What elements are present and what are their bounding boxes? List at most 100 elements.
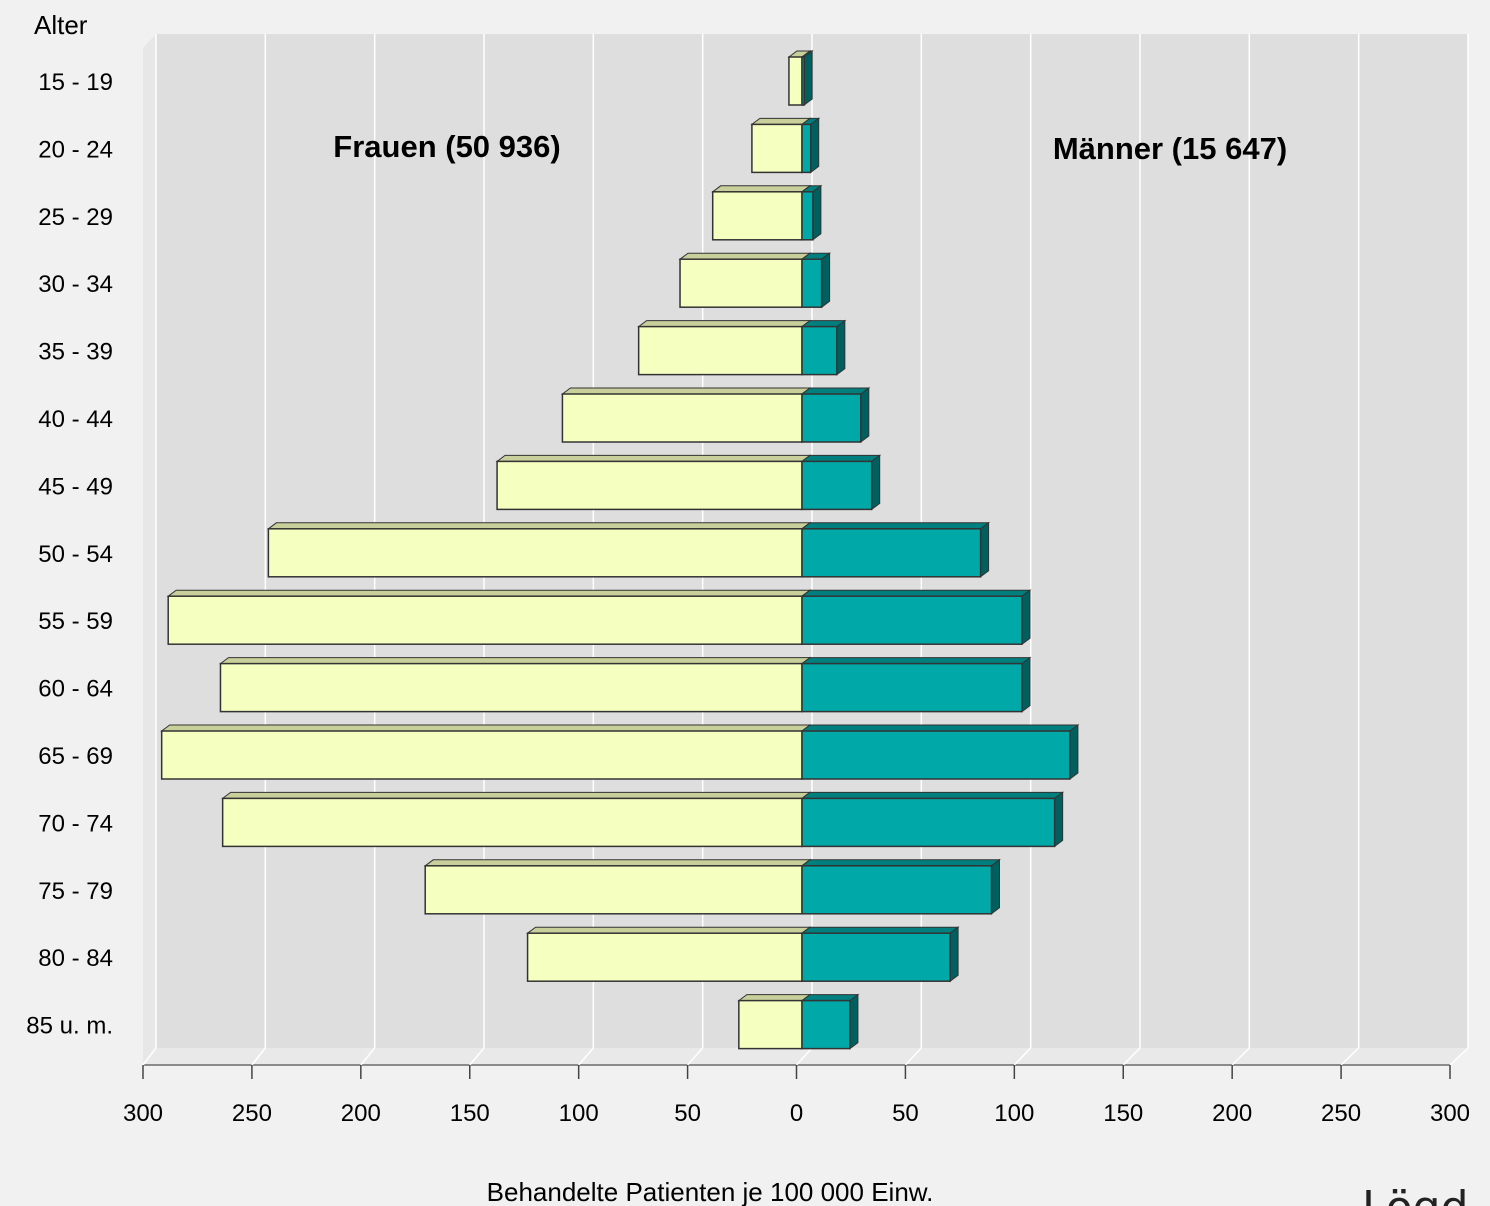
- bar-maenner: [800, 724, 1080, 780]
- bar-side: [871, 454, 881, 511]
- bar-frauen: [423, 858, 812, 915]
- bar-side: [836, 319, 846, 376]
- y-tick-label: 30 - 34: [38, 271, 113, 298]
- bar-top: [423, 859, 812, 867]
- bar-side: [812, 184, 822, 241]
- bar-top: [750, 117, 812, 125]
- bar-side: [849, 993, 859, 1050]
- bar-front: [160, 730, 803, 780]
- bar-maenner: [800, 454, 882, 511]
- bar-side: [860, 387, 870, 443]
- bar-front: [221, 797, 803, 848]
- bar-front: [801, 595, 1023, 645]
- bar-front: [801, 123, 812, 174]
- bar-top: [800, 926, 960, 934]
- bar-top: [218, 657, 812, 665]
- x-tick-label: 150: [1103, 1100, 1143, 1127]
- logo-loegd: Lögd: [1362, 1182, 1469, 1206]
- bar-front: [738, 999, 803, 1050]
- bar-front: [167, 595, 803, 645]
- bar-frauen: [495, 454, 812, 511]
- y-tick-label: 20 - 24: [38, 136, 113, 163]
- bar-frauen: [266, 521, 812, 578]
- bar-top: [800, 387, 871, 395]
- x-tick-label: 0: [790, 1100, 803, 1127]
- bar-front: [637, 325, 803, 376]
- grid-line-floor: [1449, 1047, 1469, 1066]
- bar-maenner: [800, 656, 1032, 713]
- bar-front: [801, 932, 951, 982]
- bar-top: [160, 724, 812, 732]
- x-tick-label: 100: [994, 1100, 1034, 1127]
- y-tick-label: 70 - 74: [38, 810, 113, 837]
- grid-line-floor: [469, 1047, 485, 1066]
- y-tick-label: 25 - 29: [38, 204, 113, 231]
- bar-front: [801, 258, 823, 308]
- grid-line-floor: [1231, 1047, 1250, 1066]
- bar-side: [1054, 791, 1064, 848]
- bar-maenner: [800, 184, 823, 241]
- bar-top: [800, 589, 1032, 597]
- bar-front: [801, 999, 851, 1050]
- bar-top: [800, 454, 882, 462]
- bar-maenner: [800, 791, 1065, 848]
- y-axis-title: Alter: [34, 10, 88, 40]
- bar-side: [1021, 589, 1031, 646]
- bar-side: [810, 117, 820, 174]
- y-tick-label: 75 - 79: [38, 878, 113, 905]
- bar-maenner: [800, 521, 991, 578]
- bar-front: [801, 325, 838, 376]
- bar-top: [221, 791, 812, 799]
- y-tick-labels: 15 - 19 20 - 24 25 - 29 30 - 34 35 - 39 40 - …: [26, 69, 113, 1040]
- y-tick-label: 65 - 69: [38, 743, 113, 770]
- grid-line-floor: [251, 1047, 266, 1066]
- bar-frauen: [221, 791, 812, 848]
- bar-side: [1069, 724, 1079, 780]
- bar-top: [800, 994, 860, 1002]
- bar-front: [267, 528, 803, 578]
- bar-side: [803, 50, 813, 106]
- x-tick-label: 250: [1321, 1100, 1361, 1127]
- grid-line-floor: [578, 1047, 594, 1066]
- x-axis-title: Behandelte Patienten je 100 000 Einw.: [487, 1177, 934, 1206]
- x-tick-label: 250: [232, 1100, 272, 1127]
- y-tick-label: 35 - 39: [38, 339, 113, 366]
- grid-line-floor: [360, 1047, 376, 1066]
- bars: [160, 50, 1080, 1050]
- bar-maenner: [800, 589, 1032, 646]
- grid-line-floor: [1013, 1047, 1032, 1066]
- bar-top: [800, 791, 1065, 799]
- y-tick-label: 15 - 19: [38, 69, 113, 96]
- y-tick-label: 50 - 54: [38, 541, 113, 568]
- bar-front: [801, 56, 805, 106]
- bar-top: [711, 185, 812, 193]
- bar-top: [560, 387, 812, 395]
- y-tick-label: 55 - 59: [38, 608, 113, 635]
- bar-maenner: [800, 993, 860, 1050]
- bar-front: [679, 258, 803, 308]
- bar-front: [801, 730, 1071, 780]
- bar-maenner: [800, 117, 821, 174]
- bar-front: [801, 865, 993, 915]
- bar-front: [801, 662, 1023, 713]
- bar-frauen: [678, 252, 812, 309]
- x-tick-label: 150: [450, 1100, 490, 1127]
- x-tick-label: 200: [1212, 1100, 1252, 1127]
- bar-front: [801, 797, 1056, 848]
- x-tick-label: 100: [559, 1100, 599, 1127]
- grid-line-floor: [904, 1047, 922, 1066]
- x-tick-label: 300: [123, 1100, 163, 1127]
- x-tick-label: 200: [341, 1100, 381, 1127]
- grid-line-floor: [142, 1047, 157, 1066]
- bar-top: [800, 724, 1080, 732]
- series-label-maenner: Männer (15 647): [1053, 131, 1287, 166]
- bar-front: [711, 191, 803, 241]
- bar-front: [801, 528, 982, 578]
- bar-side: [980, 521, 990, 578]
- bar-side: [990, 858, 1000, 915]
- floor: [143, 1048, 1468, 1065]
- bar-top: [495, 454, 812, 462]
- bar-top: [800, 859, 1001, 867]
